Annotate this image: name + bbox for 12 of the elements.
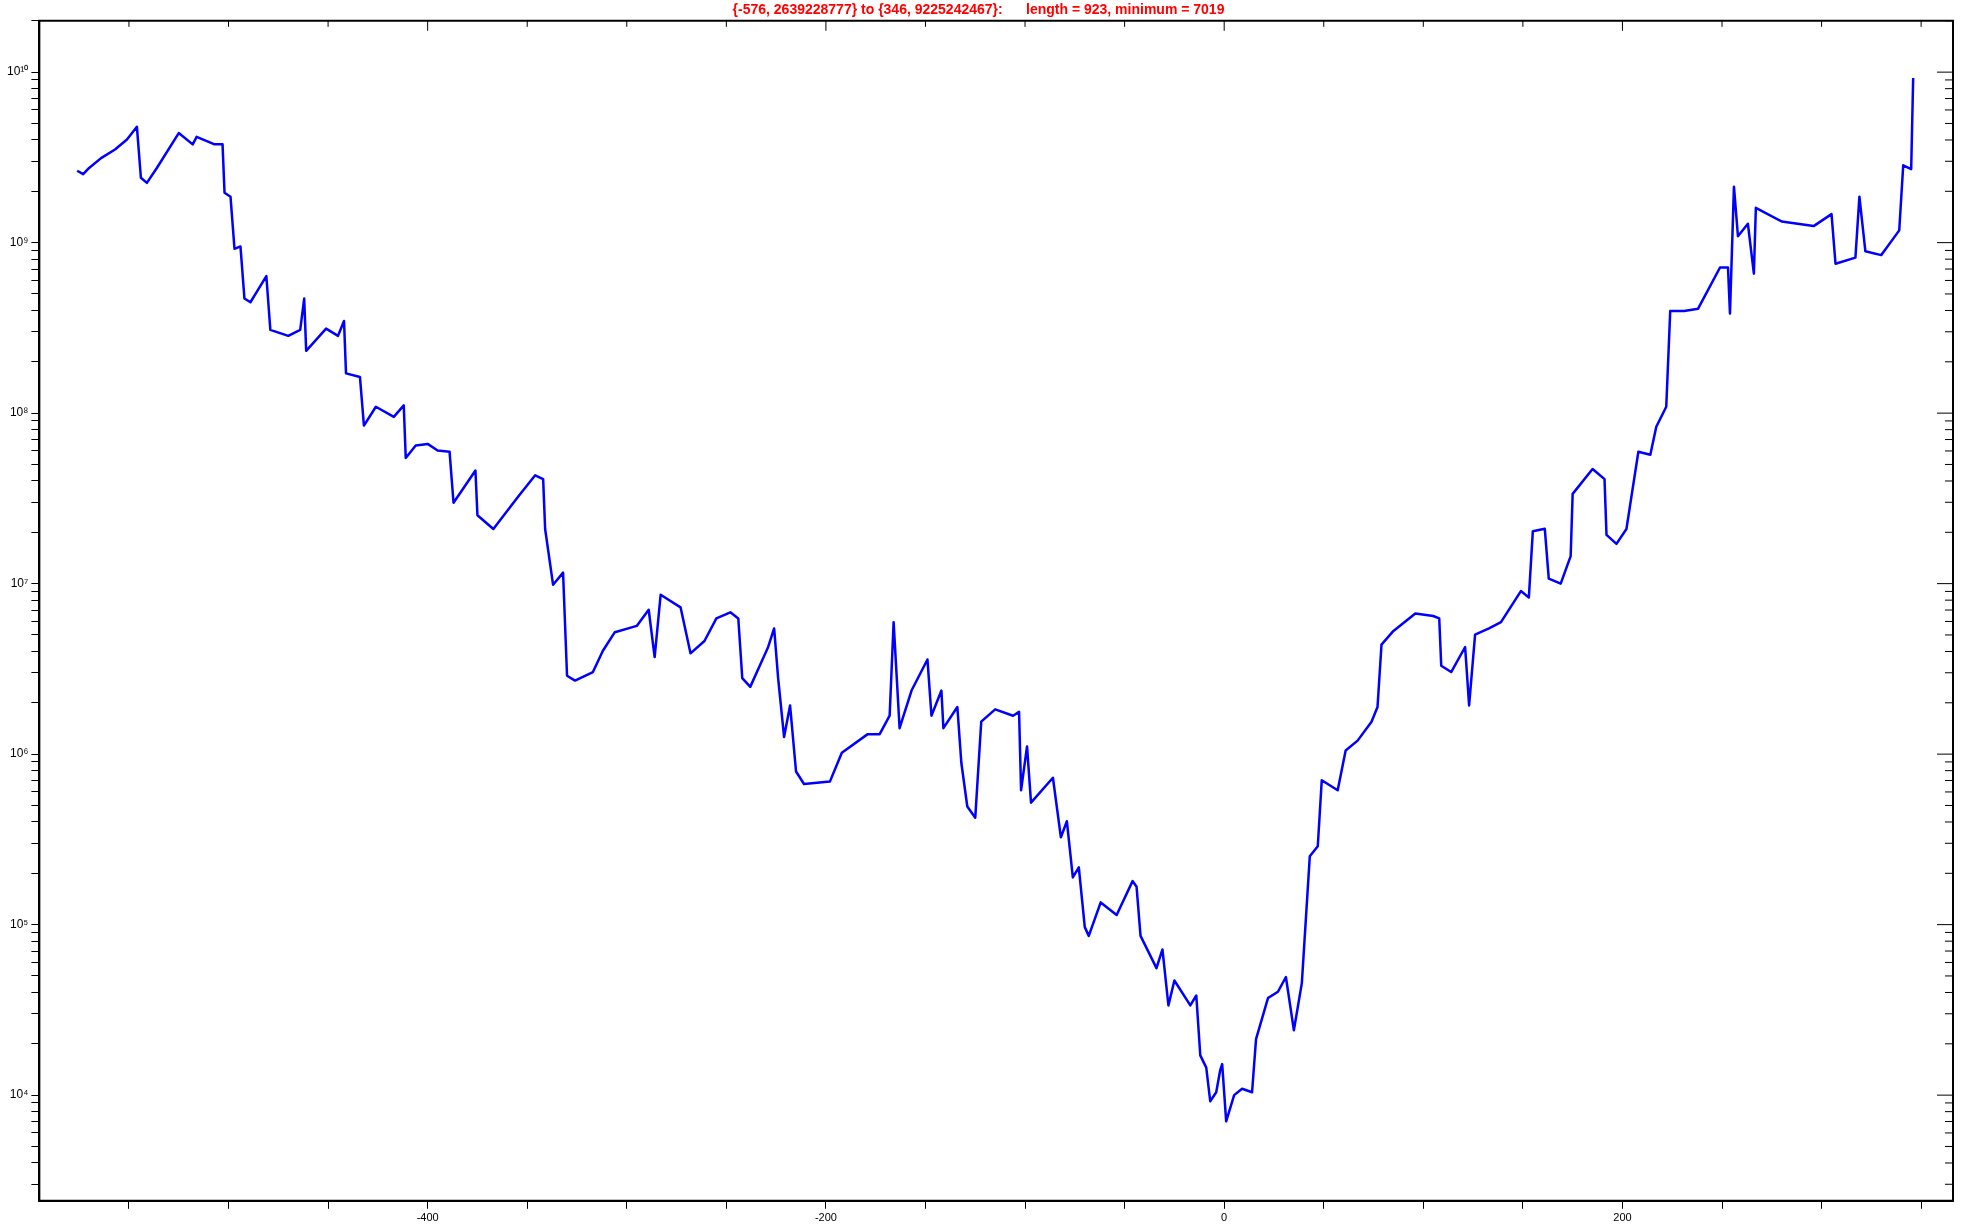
y-tick-label: 10⁸ xyxy=(9,405,29,420)
y-tick-label: 10⁹ xyxy=(9,234,29,249)
y-tick-label: 10⁵ xyxy=(10,916,29,931)
y-tick-label: 10¹⁰ xyxy=(7,64,29,79)
y-tick-label: 10⁷ xyxy=(10,575,29,590)
x-tick-label: -400 xyxy=(416,1211,439,1224)
x-tick-label: -200 xyxy=(814,1211,837,1224)
x-tick-label: 0 xyxy=(1221,1211,1228,1224)
x-tick-label: 200 xyxy=(1613,1211,1632,1224)
chart-title: {-576, 2639228777} to {346, 9225242467}: length = 923, minimum = 7019 xyxy=(732,1,1225,18)
y-tick-label: 10⁴ xyxy=(9,1087,29,1102)
y-tick-label: 10⁶ xyxy=(10,746,29,761)
